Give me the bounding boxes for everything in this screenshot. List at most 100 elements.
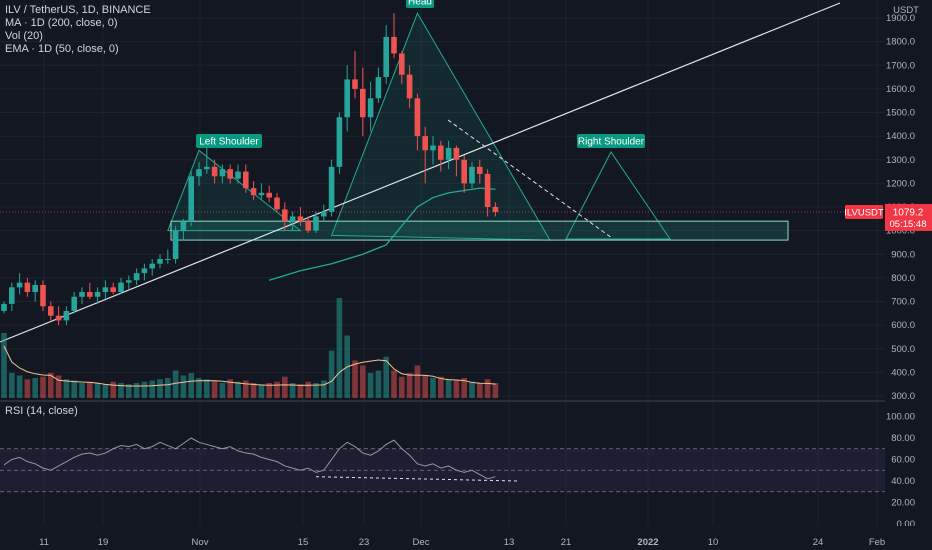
price-axis-bg (885, 0, 932, 550)
head-label: Head (408, 0, 432, 8)
candle-body (422, 136, 428, 151)
volume-bar (87, 381, 93, 398)
volume-bar (126, 384, 132, 398)
legend-symbol[interactable]: ILV / TetherUS, 1D, BINANCE (5, 4, 151, 16)
time-tick: 23 (359, 537, 370, 548)
volume-bar (492, 383, 499, 398)
price-tag-value: 1079.2 (893, 207, 924, 218)
volume-bar (360, 365, 366, 398)
price-tick: 1400.0 (886, 131, 915, 142)
candle-body (250, 188, 257, 196)
candle-body (110, 287, 116, 293)
price-tag-symbol-bg (845, 204, 883, 219)
volume-bar (165, 378, 171, 398)
volume-bar (235, 381, 241, 398)
volume-bar (149, 380, 155, 398)
candle-body (344, 79, 350, 118)
rsi-tick: 60.00 (891, 455, 915, 466)
candle-body (32, 284, 38, 293)
price-tick: 800.0 (891, 273, 915, 284)
support-zone (170, 220, 789, 241)
left-shoulder-label-bg (196, 134, 262, 148)
candle-body (243, 171, 249, 189)
candle-body (180, 221, 187, 231)
candle-body (63, 310, 70, 321)
candle-body (16, 282, 23, 288)
time-axis-bg (0, 526, 932, 550)
candle-body (469, 166, 475, 184)
candle-body (172, 230, 179, 259)
volume-bars (1, 298, 499, 398)
candle-body (477, 166, 483, 174)
volume-bar (445, 379, 452, 398)
candle-body (71, 296, 77, 311)
volume-bar (438, 376, 444, 398)
legend-rsi[interactable]: RSI (14, close) (5, 405, 78, 417)
legend-ema[interactable]: EMA · 1D (50, close, 0) (5, 43, 119, 55)
legend-ma[interactable]: MA · 1D (200, close, 0) (5, 17, 118, 29)
candle-body (9, 287, 15, 304)
volume-bar (227, 379, 233, 398)
time-tick: Feb (869, 537, 885, 548)
candle-body (328, 166, 335, 212)
volume-bar (79, 383, 85, 398)
price-tick: 1900.0 (886, 13, 915, 24)
candle-body (40, 284, 46, 307)
candle-body (313, 216, 319, 231)
right-shoulder-triangle (565, 151, 671, 240)
candle-body (211, 166, 218, 177)
volume-bar (71, 380, 77, 398)
volume-bar (94, 383, 101, 398)
candle-body (484, 173, 491, 207)
left-shoulder-triangle (167, 149, 302, 232)
candle-body (87, 292, 93, 297)
volume-bar (430, 378, 436, 398)
volume-bar (375, 370, 382, 398)
trend-line (0, 2, 841, 343)
candle-body (438, 145, 444, 160)
rsi-tick: 0.00 (897, 519, 916, 530)
right-shoulder-label-bg (577, 134, 645, 148)
rsi-tick: 20.00 (891, 498, 915, 509)
volume-bar (188, 373, 194, 398)
candle-body (258, 192, 265, 196)
volume-bar (414, 365, 421, 398)
candle-body (305, 221, 311, 231)
candle-body (141, 268, 148, 274)
candle-body (399, 53, 405, 75)
volume-bar (484, 379, 491, 398)
neckline-dashed (447, 119, 613, 239)
volume-bar (399, 376, 405, 398)
volume-bar (469, 381, 475, 398)
candle-body (445, 147, 452, 160)
price-tick: 500.0 (891, 344, 915, 355)
candle-body (453, 147, 460, 160)
candle-body (430, 145, 436, 151)
volume-bar (118, 383, 124, 398)
candle-body (188, 176, 194, 222)
volume-bar (266, 383, 272, 398)
candle-body (297, 216, 304, 222)
candle-body (196, 169, 202, 177)
price-tick: 1800.0 (886, 37, 915, 48)
time-tick: 2022 (637, 537, 658, 548)
candle-body (391, 36, 397, 54)
axis-currency: USDT (893, 5, 919, 16)
candle-body (367, 98, 374, 118)
volume-bar (336, 298, 343, 398)
candle-body (414, 98, 421, 137)
time-tick: 15 (298, 537, 309, 548)
price-tick: 700.0 (891, 297, 915, 308)
candle-body (94, 292, 101, 297)
right-shoulder-label: Right Shoulder (578, 137, 645, 148)
time-tick: 21 (561, 537, 572, 548)
candle-body (282, 209, 288, 222)
candle-body (375, 77, 382, 99)
volume-bar (32, 378, 38, 398)
candle-body (321, 211, 327, 217)
candle-body (24, 282, 31, 293)
legend-vol[interactable]: Vol (20) (5, 30, 43, 42)
candle-body (165, 258, 171, 260)
volume-bar (258, 384, 265, 398)
